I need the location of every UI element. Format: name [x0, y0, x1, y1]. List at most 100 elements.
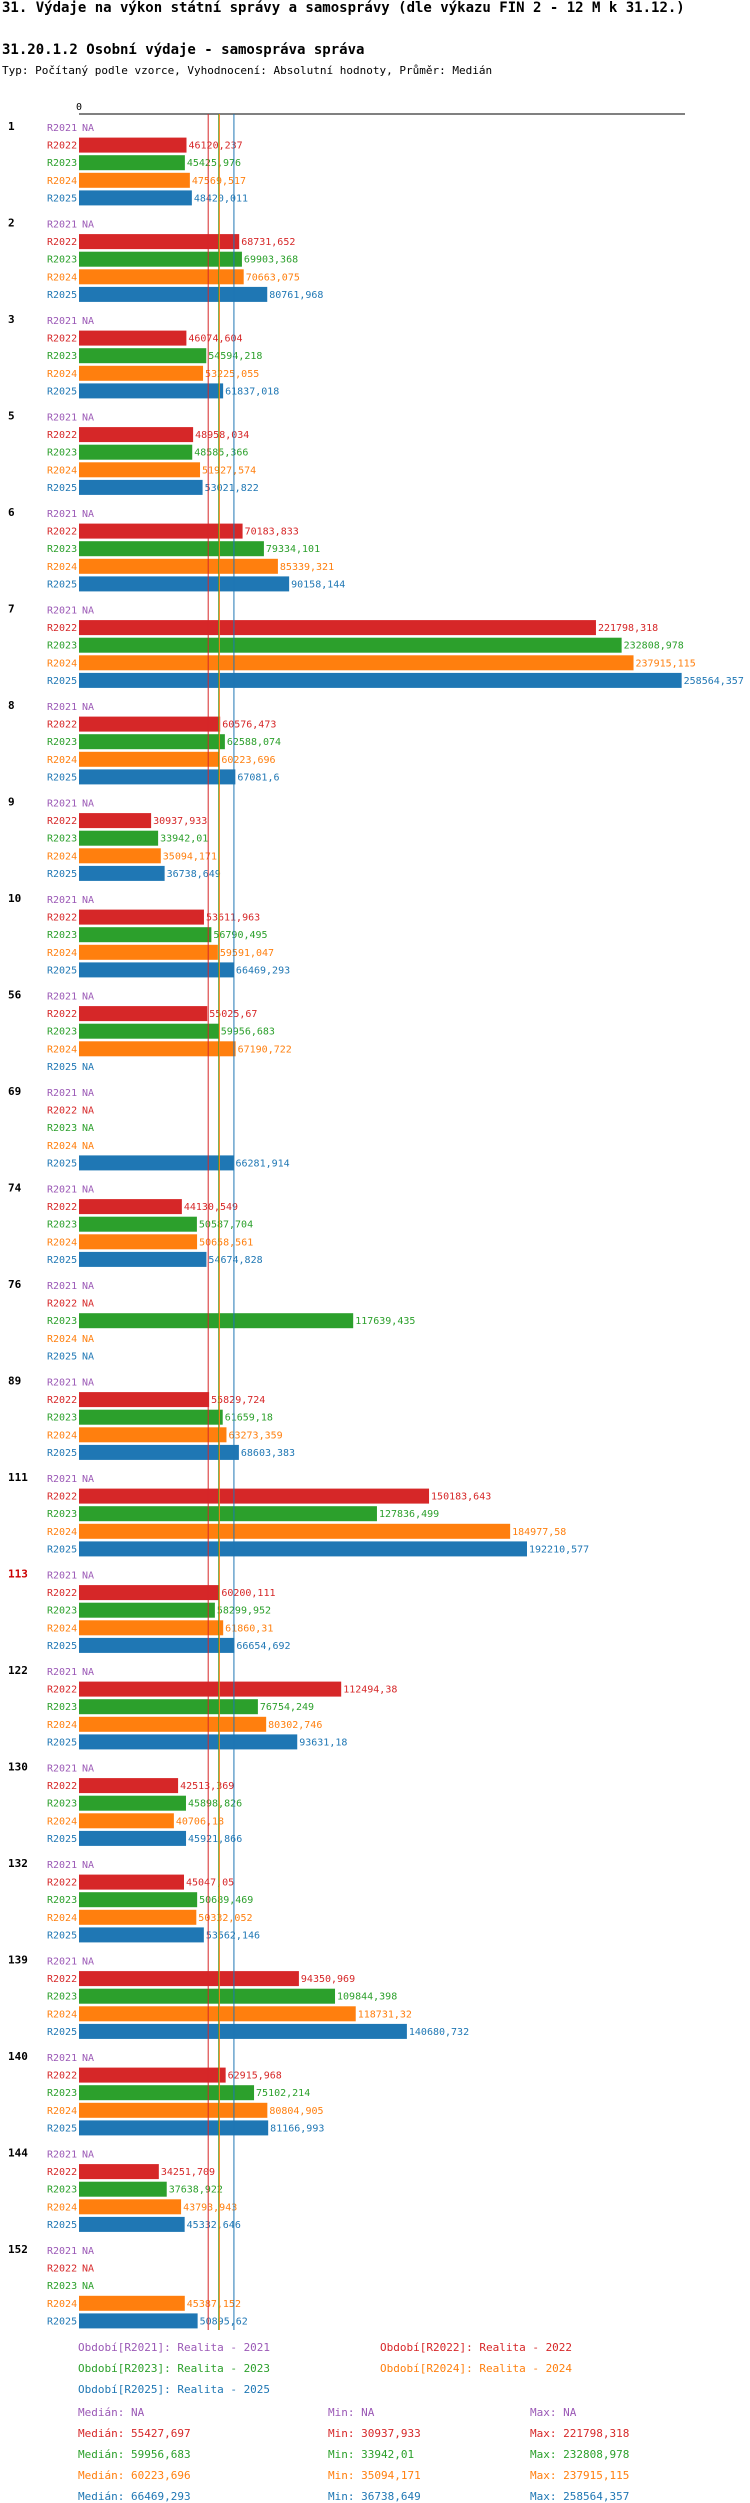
series-label: R2021: [47, 1185, 77, 1196]
chart-legend: Období[R2021]: Realita - 2021 Období[R20…: [0, 2330, 750, 2503]
bar-value-label: 43793,943: [183, 2202, 237, 2213]
group-label: 7: [8, 603, 15, 616]
bar-value-label: 59591,047: [220, 948, 274, 959]
bar: [79, 769, 236, 785]
series-label: R2025: [47, 965, 77, 976]
series-label: R2025: [47, 772, 77, 783]
na-label: NA: [82, 1764, 94, 1775]
bar: [79, 1830, 187, 1846]
na-label: NA: [82, 2150, 94, 2161]
bar: [79, 734, 225, 750]
bar-value-label: 50658,561: [199, 1237, 253, 1248]
bar: [79, 1813, 174, 1829]
group-label: 10: [8, 892, 21, 905]
bar-value-label: 53021,822: [205, 483, 259, 494]
bar-value-label: 80761,968: [269, 290, 323, 301]
na-label: NA: [82, 123, 94, 134]
bar: [79, 1637, 235, 1653]
group-label: 89: [8, 1375, 21, 1388]
bar: [79, 190, 192, 206]
series-label: R2023: [47, 1799, 77, 1810]
series-label: R2022: [47, 2264, 77, 2275]
series-label: R2021: [47, 1860, 77, 1871]
group-label: 152: [8, 2243, 28, 2256]
stat-max-r2023: Max: 232808,978: [530, 2448, 630, 2461]
bar: [79, 330, 187, 346]
na-label: NA: [82, 1299, 94, 1310]
series-label: R2023: [47, 930, 77, 941]
bar: [79, 2295, 185, 2311]
bar-value-label: 75102,214: [256, 2088, 310, 2099]
bar: [79, 830, 159, 846]
bar: [79, 1199, 182, 1215]
series-label: R2023: [47, 544, 77, 555]
bar-value-label: 232808,978: [624, 641, 684, 652]
na-label: NA: [82, 413, 94, 424]
bar-value-label: 30937,933: [153, 816, 207, 827]
group-label: 140: [8, 2050, 28, 2063]
bar: [79, 1216, 197, 1232]
series-label: R2021: [47, 992, 77, 1003]
bar: [79, 2164, 159, 2180]
series-label: R2025: [47, 1255, 77, 1266]
bar-value-label: 221798,318: [598, 623, 658, 634]
bar-value-label: 48585,366: [194, 448, 248, 459]
na-label: NA: [82, 2246, 94, 2257]
series-label: R2021: [47, 1957, 77, 1968]
bar: [79, 1427, 227, 1443]
bar-value-label: 61860,31: [225, 1623, 273, 1634]
bar-value-label: 90158,144: [291, 579, 345, 590]
stat-min-r2022: Min: 30937,933: [328, 2427, 421, 2440]
na-label: NA: [82, 509, 94, 520]
series-label: R2024: [47, 176, 77, 187]
bar-value-label: 50895,62: [200, 2316, 248, 2327]
bar-value-label: 80302,746: [268, 1720, 322, 1731]
bar-value-label: 51927,574: [202, 465, 256, 476]
na-label: NA: [82, 1571, 94, 1582]
series-label: R2022: [47, 2071, 77, 2082]
bar: [79, 1795, 186, 1811]
bar-value-label: 37638,922: [169, 2185, 223, 2196]
series-label: R2022: [47, 913, 77, 924]
bar-value-label: 94350,969: [301, 1974, 355, 1985]
stat-median-r2023: Medián: 59956,683: [78, 2448, 191, 2461]
stat-median-r2025: Medián: 66469,293: [78, 2490, 191, 2503]
bar-value-label: 68731,652: [241, 237, 295, 248]
stat-min-r2021: Min: NA: [328, 2406, 375, 2419]
bar-value-label: 40706,18: [176, 1816, 224, 1827]
series-label: R2025: [47, 1448, 77, 1459]
bar: [79, 1874, 184, 1890]
series-label: R2024: [47, 1334, 77, 1345]
bar: [79, 1681, 342, 1697]
series-label: R2023: [47, 1509, 77, 1520]
bar-value-label: 45425,976: [187, 158, 241, 169]
bar-value-label: 46120,237: [188, 141, 242, 152]
series-label: R2022: [47, 1202, 77, 1213]
series-label: R2021: [47, 1088, 77, 1099]
bar: [79, 1734, 298, 1750]
series-label: R2024: [47, 1913, 77, 1924]
group-label: 122: [8, 1664, 28, 1677]
na-label: NA: [82, 1062, 94, 1073]
series-label: R2023: [47, 737, 77, 748]
series-label: R2022: [47, 1492, 77, 1503]
group-label: 113: [8, 1568, 28, 1581]
bar-value-label: 54674,828: [208, 1255, 262, 1266]
na-label: NA: [82, 895, 94, 906]
group-label: 139: [8, 1954, 28, 1967]
bar-value-label: 79334,101: [266, 544, 320, 555]
series-label: R2025: [47, 386, 77, 397]
series-label: R2024: [47, 1623, 77, 1634]
bar-value-label: 62915,968: [228, 2071, 282, 2082]
bar: [79, 2006, 356, 2022]
group-label: 2: [8, 217, 15, 230]
bar-value-label: 61659,18: [225, 1413, 273, 1424]
series-label: R2025: [47, 1930, 77, 1941]
series-label: R2023: [47, 1992, 77, 2003]
group-label: 144: [8, 2147, 28, 2160]
bar: [79, 1006, 208, 1022]
na-label: NA: [82, 2264, 94, 2275]
series-label: R2024: [47, 755, 77, 766]
bar: [79, 1971, 299, 1987]
bar: [79, 2085, 255, 2101]
